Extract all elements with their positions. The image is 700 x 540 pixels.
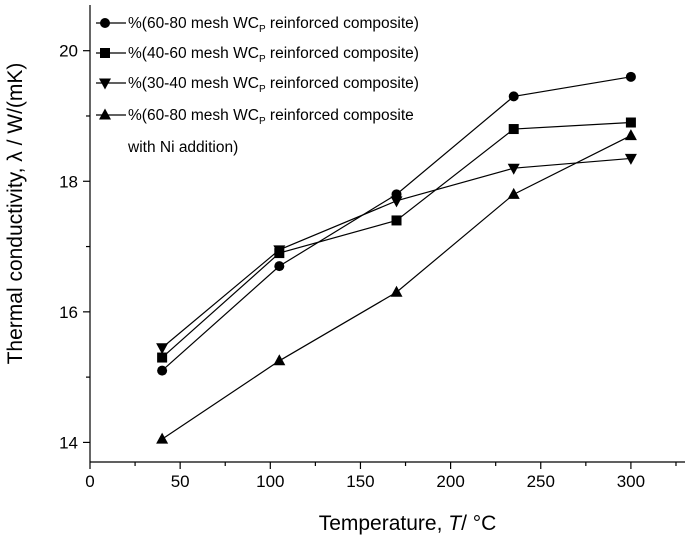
legend-label-part: reinforced composite) bbox=[266, 45, 419, 62]
legend-label-part: reinforced composite) bbox=[266, 75, 419, 92]
data-point-circle bbox=[508, 91, 519, 102]
series-layer bbox=[156, 71, 637, 444]
y-axis-title: Thermal conductivity, λ / W/(mK) bbox=[4, 63, 27, 365]
y-axis-ticks: 14 16 18 20 bbox=[59, 42, 90, 452]
data-point-square bbox=[100, 48, 110, 58]
data-point-triangle-down bbox=[390, 196, 403, 208]
legend-item-3: %(30-40 mesh WCP reinforced composite) bbox=[96, 75, 419, 95]
legend-label-line2: with Ni addition) bbox=[127, 139, 238, 156]
data-point-circle bbox=[157, 365, 168, 376]
data-point-square bbox=[625, 117, 636, 128]
x-tick-label: 100 bbox=[256, 472, 284, 491]
series-line bbox=[161, 157, 631, 349]
data-point-triangle-up bbox=[390, 285, 403, 297]
legend-label-subscript: P bbox=[259, 116, 266, 127]
legend-label: %(60-80 mesh WCP reinforced composite bbox=[128, 107, 414, 127]
series-line bbox=[161, 121, 631, 358]
y-tick-label: 18 bbox=[59, 172, 78, 191]
legend: %(60-80 mesh WCP reinforced composite)%(… bbox=[96, 15, 419, 156]
data-point-triangle-up bbox=[156, 432, 169, 444]
data-point-triangle-down bbox=[156, 343, 169, 355]
legend-label: %(60-80 mesh WCP reinforced composite) bbox=[128, 15, 419, 35]
data-point-square bbox=[157, 352, 168, 363]
y-tick-label: 16 bbox=[59, 303, 78, 322]
x-axis-title-main: Temperature, bbox=[319, 512, 449, 535]
x-tick-label: 50 bbox=[171, 472, 190, 491]
x-axis-ticks: 0 50 100 150 200 250 300 bbox=[85, 462, 677, 491]
data-point-triangle-down bbox=[507, 163, 520, 175]
x-axis-title: Temperature, T/ °C bbox=[319, 512, 497, 535]
x-tick-label: 250 bbox=[527, 472, 555, 491]
legend-label-part: %(30-40 mesh WC bbox=[128, 75, 259, 92]
series-4 bbox=[156, 129, 637, 444]
legend-label-part: reinforced composite) bbox=[266, 15, 419, 32]
data-point-circle bbox=[625, 71, 636, 82]
data-point-triangle-down bbox=[624, 153, 637, 165]
x-tick-label: 200 bbox=[436, 472, 464, 491]
legend-item-2: %(40-60 mesh WCP reinforced composite) bbox=[96, 45, 419, 65]
data-point-triangle-up bbox=[273, 354, 286, 366]
legend-label: %(40-60 mesh WCP reinforced composite) bbox=[128, 45, 419, 65]
data-point-triangle-up bbox=[507, 187, 520, 199]
x-tick-label: 300 bbox=[617, 472, 645, 491]
legend-label-part: %(60-80 mesh WC bbox=[128, 107, 259, 124]
legend-label: %(30-40 mesh WCP reinforced composite) bbox=[128, 75, 419, 95]
axes bbox=[89, 5, 685, 463]
data-point-triangle-up bbox=[99, 108, 111, 120]
y-tick-label: 20 bbox=[59, 42, 78, 61]
legend-label-subscript: P bbox=[259, 84, 266, 95]
legend-label-subscript: P bbox=[259, 54, 266, 65]
legend-label-part: %(60-80 mesh WC bbox=[128, 15, 259, 32]
legend-label-part: %(40-60 mesh WC bbox=[128, 45, 259, 62]
x-tick-label: 0 bbox=[85, 472, 94, 491]
y-tick-label: 14 bbox=[59, 433, 78, 452]
legend-item-4: %(60-80 mesh WCP reinforced composite wit… bbox=[96, 107, 414, 156]
data-point-triangle-down bbox=[273, 245, 286, 257]
x-axis-title-symbol: T bbox=[448, 512, 463, 535]
data-point-square bbox=[391, 215, 402, 226]
x-tick-label: 150 bbox=[346, 472, 374, 491]
series-3 bbox=[156, 153, 637, 355]
legend-label-subscript: P bbox=[259, 24, 266, 35]
legend-label-part: reinforced composite bbox=[266, 107, 414, 124]
data-point-circle bbox=[274, 261, 285, 272]
data-point-circle bbox=[100, 18, 110, 28]
data-point-triangle-down bbox=[99, 78, 111, 90]
data-point-square bbox=[508, 124, 519, 135]
data-point-triangle-up bbox=[624, 129, 637, 141]
x-axis-title-unit: / °C bbox=[461, 512, 496, 535]
legend-item-1: %(60-80 mesh WCP reinforced composite) bbox=[96, 15, 419, 35]
